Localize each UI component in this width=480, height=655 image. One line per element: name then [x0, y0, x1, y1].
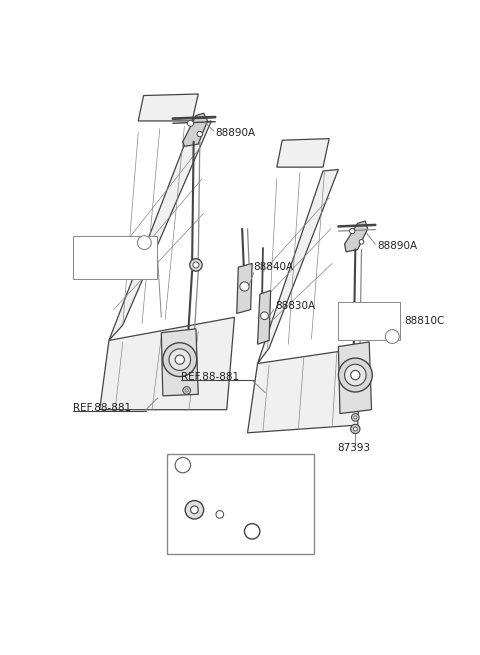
- Polygon shape: [277, 139, 329, 167]
- Circle shape: [163, 343, 197, 377]
- Text: 88890A: 88890A: [215, 128, 255, 138]
- Circle shape: [185, 389, 188, 392]
- Polygon shape: [258, 170, 338, 364]
- Text: 88840A: 88840A: [254, 262, 294, 272]
- Circle shape: [353, 427, 357, 431]
- Text: REF.88-881: REF.88-881: [73, 403, 131, 413]
- Text: REF.88-881: REF.88-881: [180, 372, 239, 383]
- Circle shape: [351, 424, 360, 434]
- Polygon shape: [161, 329, 198, 396]
- Circle shape: [345, 364, 366, 386]
- Circle shape: [193, 262, 199, 268]
- Text: 88877: 88877: [240, 502, 274, 512]
- Circle shape: [188, 120, 193, 126]
- Bar: [73, 236, 157, 279]
- Polygon shape: [138, 94, 198, 121]
- Circle shape: [137, 236, 151, 250]
- Text: a: a: [180, 460, 186, 470]
- Text: 88810C: 88810C: [404, 316, 444, 326]
- Circle shape: [385, 329, 399, 343]
- Circle shape: [354, 416, 357, 419]
- Polygon shape: [258, 290, 271, 345]
- Text: 88820C: 88820C: [77, 242, 117, 252]
- Circle shape: [351, 413, 359, 421]
- Text: a: a: [142, 238, 147, 247]
- Circle shape: [244, 523, 260, 539]
- Circle shape: [175, 355, 184, 364]
- Circle shape: [261, 312, 268, 320]
- Text: a: a: [390, 332, 395, 341]
- Circle shape: [351, 371, 360, 380]
- Circle shape: [185, 500, 204, 519]
- Polygon shape: [217, 495, 223, 535]
- Polygon shape: [345, 221, 368, 252]
- Circle shape: [190, 259, 202, 271]
- Circle shape: [169, 349, 191, 371]
- Circle shape: [359, 240, 364, 244]
- Circle shape: [175, 457, 191, 473]
- Polygon shape: [183, 113, 207, 146]
- Circle shape: [338, 358, 372, 392]
- Circle shape: [191, 506, 198, 514]
- Circle shape: [240, 282, 249, 291]
- Circle shape: [349, 229, 355, 234]
- Polygon shape: [109, 121, 211, 341]
- Text: 87393: 87393: [337, 443, 370, 453]
- Text: a: a: [218, 512, 222, 517]
- Polygon shape: [237, 263, 252, 314]
- Polygon shape: [338, 342, 372, 413]
- Polygon shape: [100, 317, 234, 409]
- Text: 88878: 88878: [184, 486, 217, 496]
- Polygon shape: [248, 348, 361, 433]
- Bar: [168, 455, 314, 555]
- Text: 88830A: 88830A: [275, 301, 315, 310]
- Bar: [338, 302, 400, 341]
- Text: 88890A: 88890A: [377, 242, 417, 252]
- Circle shape: [183, 386, 191, 394]
- Circle shape: [216, 510, 224, 518]
- Circle shape: [197, 132, 203, 137]
